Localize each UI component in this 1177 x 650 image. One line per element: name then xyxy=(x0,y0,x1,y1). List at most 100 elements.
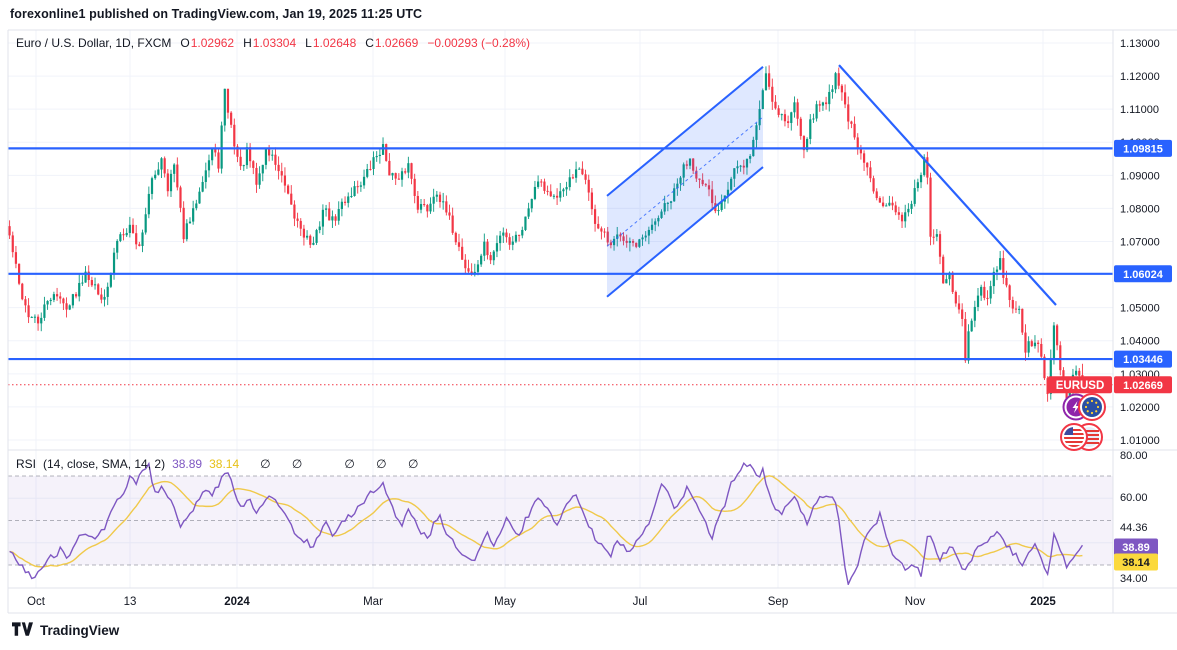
candle-body xyxy=(169,173,173,192)
candle-body xyxy=(90,280,93,286)
candle-body xyxy=(68,305,71,310)
candle-body xyxy=(283,175,287,186)
time-axis-label[interactable]: Jul xyxy=(633,596,648,608)
price-axis-label[interactable]: 1.13000 xyxy=(1120,38,1160,50)
rsi-value: 38.89 xyxy=(172,457,203,471)
candle-body xyxy=(249,147,252,162)
rsi-axis-label[interactable]: 34.00 xyxy=(1120,573,1148,585)
candle-body xyxy=(400,171,404,180)
price-axis-label[interactable]: 1.11000 xyxy=(1120,104,1159,116)
ohlc-low: L1.02648 xyxy=(305,36,357,50)
candle-body xyxy=(353,186,356,197)
candle-body xyxy=(543,181,546,191)
candle-body xyxy=(138,244,141,247)
candle-body xyxy=(679,177,682,184)
candle-body xyxy=(793,102,796,113)
candle-body xyxy=(1037,342,1040,344)
candle-body xyxy=(226,88,230,113)
us-flag-back-stripe xyxy=(1079,438,1099,440)
candle-body xyxy=(790,112,793,123)
candle-body xyxy=(429,203,432,212)
time-axis-bg[interactable] xyxy=(8,588,1177,613)
price-axis-label[interactable]: 1.09000 xyxy=(1120,170,1160,182)
time-axis-label[interactable]: May xyxy=(494,596,516,608)
us-flag-stripe xyxy=(1064,441,1084,443)
candle-body xyxy=(745,158,749,168)
candle-body xyxy=(540,181,543,183)
price-axis-label[interactable]: 1.12000 xyxy=(1120,71,1160,83)
rsi-axis-label[interactable]: 80.00 xyxy=(1120,450,1148,462)
candle-body xyxy=(340,201,343,210)
candle-body xyxy=(837,73,840,86)
candle-body xyxy=(438,194,442,203)
candle-body xyxy=(81,282,84,284)
price-axis-label[interactable]: 1.08000 xyxy=(1120,203,1160,215)
candle-body xyxy=(521,229,524,236)
candle-body xyxy=(828,91,831,105)
candle-body xyxy=(362,176,366,186)
candle-body xyxy=(457,242,461,247)
price-axis-label[interactable]: 1.01000 xyxy=(1120,435,1160,447)
candle-body xyxy=(236,146,239,157)
rsi-axis-label[interactable]: 60.00 xyxy=(1120,492,1148,504)
rsi-title[interactable]: RSI xyxy=(16,457,37,471)
symbol-title[interactable]: Euro / U.S. Dollar, 1D, FXCM xyxy=(16,36,172,50)
candle-body xyxy=(749,156,752,159)
time-axis-label[interactable]: 2024 xyxy=(224,596,250,608)
time-axis-label[interactable]: 2025 xyxy=(1030,596,1056,608)
candle-body xyxy=(46,301,49,305)
candle-body xyxy=(815,104,818,119)
candle-body xyxy=(891,202,894,206)
candle-body xyxy=(451,215,454,233)
price-axis-bg[interactable] xyxy=(1113,30,1177,613)
candle-body xyxy=(533,186,537,199)
descending-trendline[interactable] xyxy=(838,64,1057,306)
candle-body xyxy=(872,178,875,192)
channel-lower-line[interactable] xyxy=(606,166,764,298)
candle-body xyxy=(806,138,809,151)
candle-body xyxy=(97,284,100,295)
candle-body xyxy=(565,187,568,190)
time-axis-label[interactable]: Oct xyxy=(27,596,46,608)
candle-body xyxy=(182,207,185,240)
candle-body xyxy=(378,154,381,156)
price-axis-label[interactable]: 1.05000 xyxy=(1120,303,1160,315)
candle-body xyxy=(818,104,821,106)
candle-body xyxy=(916,182,919,189)
candle-body xyxy=(986,297,989,299)
price-axis-label[interactable]: 1.04000 xyxy=(1120,336,1160,348)
candle-body xyxy=(913,188,916,204)
candle-body xyxy=(280,171,283,176)
level-price-badge: 1.06024 xyxy=(1123,269,1164,281)
price-axis-label[interactable]: 1.07000 xyxy=(1120,236,1160,248)
candle-body xyxy=(233,124,236,147)
candle-body xyxy=(21,283,24,300)
channel-fill[interactable] xyxy=(607,66,763,297)
candle-body xyxy=(698,178,701,180)
tradingview-logo-icon xyxy=(12,622,33,636)
candle-body xyxy=(663,203,666,212)
candle-body xyxy=(331,216,334,221)
candle-body xyxy=(163,158,166,174)
time-axis-label[interactable]: 13 xyxy=(124,596,137,608)
time-axis-label[interactable]: Sep xyxy=(768,596,788,608)
candle-body xyxy=(173,164,176,174)
time-axis-label[interactable]: Nov xyxy=(905,596,926,608)
candle-body xyxy=(862,153,866,163)
tradingview-footer[interactable]: TradingView xyxy=(12,622,119,638)
candle-body xyxy=(593,209,597,224)
us-flag-back-stripe xyxy=(1079,434,1099,436)
candle-body xyxy=(176,164,179,188)
candle-body xyxy=(1024,332,1027,353)
candle-body xyxy=(657,217,660,222)
candle-body xyxy=(856,137,859,148)
rsi-axis-label[interactable]: 44.36 xyxy=(1120,522,1148,534)
candle-body xyxy=(926,157,929,178)
candle-body xyxy=(875,191,878,199)
candle-body xyxy=(78,282,81,297)
time-axis-label[interactable]: Mar xyxy=(363,596,383,608)
price-axis-label[interactable]: 1.02000 xyxy=(1120,402,1160,414)
candle-body xyxy=(413,178,416,196)
channel-upper-line[interactable] xyxy=(606,66,764,197)
